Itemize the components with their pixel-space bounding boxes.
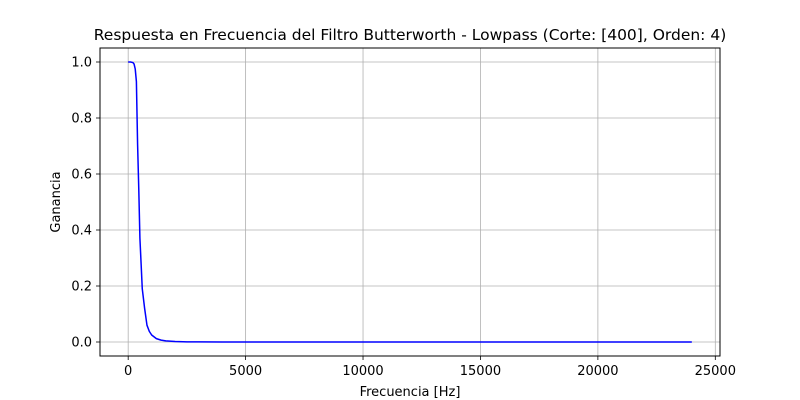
- chart-title: Respuesta en Frecuencia del Filtro Butte…: [94, 26, 727, 44]
- x-axis-ticks: 0 5000 10000 15000 20000 25000: [124, 356, 736, 379]
- x-tick-label: 25000: [695, 364, 736, 379]
- x-tick-label: 15000: [460, 364, 501, 379]
- grid: [100, 48, 720, 356]
- x-tick-label: 0: [124, 364, 132, 379]
- series-layer: [128, 61, 692, 343]
- y-tick-label: 0.4: [71, 224, 92, 239]
- y-tick-label: 0.8: [71, 112, 92, 127]
- series-line: [128, 61, 692, 343]
- y-tick-label: 0.2: [71, 280, 92, 295]
- x-tick-label: 10000: [342, 364, 383, 379]
- y-tick-label: 0.0: [71, 336, 92, 351]
- x-tick-label: 5000: [229, 364, 262, 379]
- plot-frame: [99, 47, 721, 357]
- y-tick-label: 0.6: [71, 168, 92, 183]
- x-tick-label: 20000: [577, 364, 618, 379]
- x-axis-label: Frecuencia [Hz]: [360, 385, 461, 400]
- y-axis-label: Ganancia: [49, 171, 64, 232]
- y-tick-label: 1.0: [71, 56, 92, 71]
- y-axis-ticks: 0.0 0.2 0.4 0.6 0.8 1.0: [71, 56, 100, 351]
